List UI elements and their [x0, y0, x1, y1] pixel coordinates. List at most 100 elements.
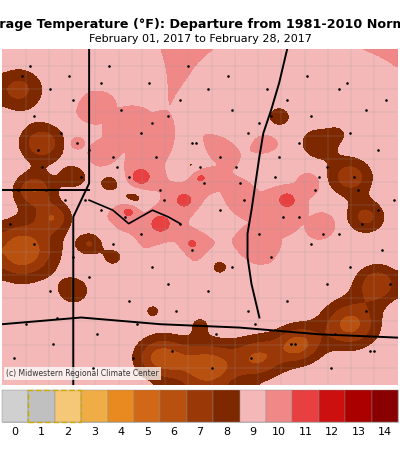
- Bar: [266, 390, 292, 422]
- Point: [284, 297, 290, 304]
- Point: [70, 96, 76, 103]
- Point: [379, 247, 385, 254]
- Point: [38, 163, 45, 170]
- Point: [74, 139, 80, 147]
- Point: [54, 314, 61, 321]
- Point: [11, 354, 17, 362]
- Text: 8: 8: [223, 427, 230, 437]
- Point: [232, 163, 239, 170]
- Point: [90, 364, 96, 371]
- Point: [280, 213, 286, 221]
- Point: [367, 347, 374, 355]
- Point: [256, 230, 263, 237]
- Point: [185, 62, 191, 70]
- Point: [98, 79, 104, 87]
- Point: [149, 119, 156, 127]
- Point: [296, 213, 302, 221]
- Point: [347, 129, 354, 137]
- Point: [201, 180, 207, 187]
- Point: [58, 129, 65, 137]
- Point: [284, 96, 290, 103]
- Bar: [345, 390, 372, 422]
- Bar: [108, 390, 134, 422]
- Point: [34, 146, 41, 154]
- Point: [268, 113, 274, 120]
- Bar: [134, 390, 160, 422]
- Text: Average Temperature (°F): Departure from 1981-2010 Normals: Average Temperature (°F): Departure from…: [0, 18, 400, 31]
- Text: (c) Midwestern Regional Climate Center: (c) Midwestern Regional Climate Center: [6, 369, 158, 378]
- Point: [256, 119, 263, 127]
- Point: [66, 72, 72, 80]
- Point: [328, 364, 334, 371]
- Point: [82, 197, 88, 204]
- Point: [363, 307, 370, 315]
- Point: [205, 287, 211, 295]
- Bar: [372, 390, 398, 422]
- Point: [149, 264, 156, 271]
- Point: [169, 347, 176, 355]
- Point: [165, 113, 172, 120]
- Point: [248, 354, 255, 362]
- Point: [106, 62, 112, 70]
- Text: 1: 1: [38, 427, 45, 437]
- Point: [343, 79, 350, 87]
- Point: [335, 230, 342, 237]
- Point: [18, 72, 25, 80]
- Bar: [240, 390, 266, 422]
- Text: 6: 6: [170, 427, 177, 437]
- Point: [189, 247, 195, 254]
- Bar: [28, 390, 81, 422]
- Point: [244, 129, 251, 137]
- Point: [288, 340, 294, 348]
- Point: [62, 197, 68, 204]
- Text: 9: 9: [249, 427, 256, 437]
- Point: [165, 280, 172, 288]
- Point: [177, 220, 184, 227]
- Point: [86, 273, 92, 281]
- Point: [308, 113, 314, 120]
- Point: [355, 186, 362, 194]
- Point: [324, 280, 330, 288]
- Point: [110, 153, 116, 160]
- Point: [308, 240, 314, 248]
- Bar: [319, 390, 345, 422]
- Point: [387, 280, 393, 288]
- Point: [224, 72, 231, 80]
- Point: [138, 230, 144, 237]
- Point: [110, 240, 116, 248]
- Point: [118, 106, 124, 113]
- Point: [173, 307, 180, 315]
- Point: [292, 340, 298, 348]
- Point: [50, 340, 57, 348]
- Point: [324, 163, 330, 170]
- Point: [22, 320, 29, 328]
- Bar: [55, 390, 81, 422]
- Text: 4: 4: [117, 427, 124, 437]
- Text: 11: 11: [298, 427, 313, 437]
- Point: [375, 206, 382, 214]
- Point: [193, 139, 199, 147]
- Bar: [213, 390, 240, 422]
- Text: 5: 5: [144, 427, 151, 437]
- Bar: [187, 390, 213, 422]
- Point: [138, 129, 144, 137]
- Point: [363, 106, 370, 113]
- Text: 3: 3: [91, 427, 98, 437]
- Point: [126, 297, 132, 304]
- Point: [46, 287, 53, 295]
- Point: [30, 240, 37, 248]
- Point: [359, 220, 366, 227]
- Point: [217, 206, 223, 214]
- Point: [205, 86, 211, 93]
- Point: [145, 79, 152, 87]
- Point: [15, 186, 21, 194]
- Text: 12: 12: [325, 427, 339, 437]
- Point: [94, 331, 100, 338]
- Bar: [81, 390, 108, 422]
- Point: [320, 230, 326, 237]
- Point: [240, 197, 247, 204]
- Point: [98, 206, 104, 214]
- Text: February 01, 2017 to February 28, 2017: February 01, 2017 to February 28, 2017: [88, 34, 312, 44]
- Point: [228, 106, 235, 113]
- Point: [177, 96, 184, 103]
